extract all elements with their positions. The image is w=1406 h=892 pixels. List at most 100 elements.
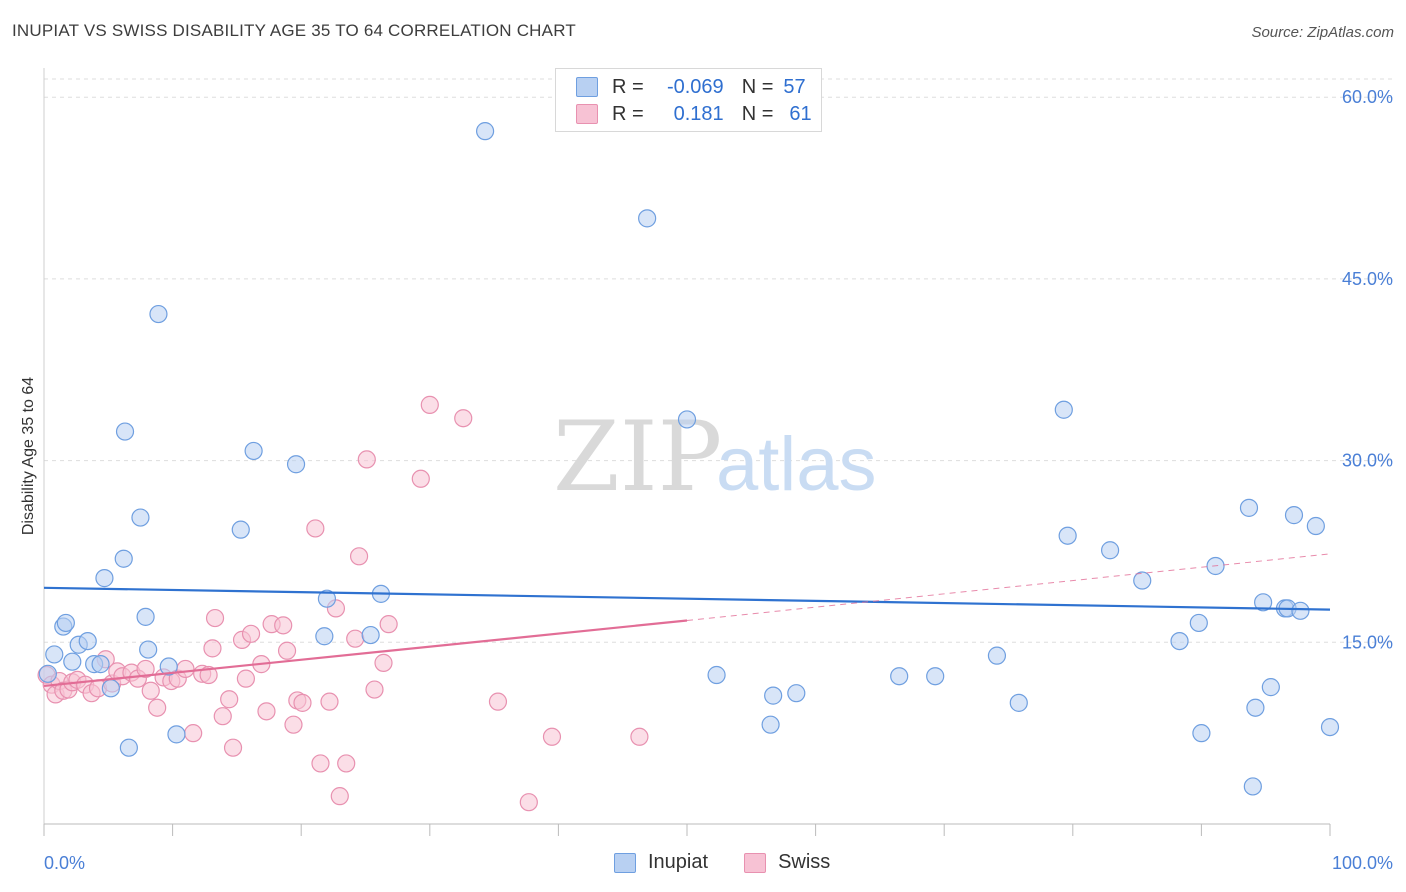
swiss-point <box>337 754 356 773</box>
legend-row-swiss: R = 0.181 N = 61 <box>576 102 812 126</box>
inupiat-point <box>139 640 158 659</box>
legend-n-value: 61 <box>789 102 812 125</box>
inupiat-point <box>115 422 135 441</box>
swiss-point <box>365 680 384 699</box>
inupiat-point <box>114 549 133 568</box>
trend-lines <box>43 553 1331 688</box>
bottom-legend: Inupiat Swiss <box>614 851 866 874</box>
inupiat-point <box>1254 593 1273 612</box>
bottom-legend-label: Inupiat <box>648 851 709 873</box>
inupiat-point <box>761 715 780 734</box>
inupiat-point <box>1170 631 1189 651</box>
inupiat-point <box>45 645 64 664</box>
inupiat-trend-line <box>43 586 1331 611</box>
inupiat-point <box>1100 541 1120 560</box>
swiss-point <box>241 624 261 643</box>
y-tick-label: 45.0% <box>1342 269 1393 289</box>
inupiat-point <box>890 667 909 686</box>
inupiat-point <box>1291 601 1310 620</box>
inupiat-point <box>149 304 168 324</box>
legend-n-label: N = <box>741 102 774 125</box>
axis-labels: 15.0% 30.0% 45.0% 60.0% 0.0% 100.0% Disability… <box>20 87 1393 873</box>
swiss-swatch <box>576 104 598 124</box>
inupiat-point <box>764 686 783 705</box>
legend-n-value: 57 <box>783 75 806 98</box>
inupiat-point <box>1261 678 1280 697</box>
inupiat-point <box>1243 777 1262 796</box>
inupiat-point <box>91 655 110 674</box>
swiss-point <box>411 469 430 488</box>
legend-n-label: N = <box>741 75 774 98</box>
swiss-point <box>488 692 508 711</box>
grid-lines <box>44 78 1394 643</box>
swiss-point <box>420 395 439 414</box>
inupiat-point <box>167 725 186 744</box>
swiss-point <box>257 702 276 721</box>
inupiat-point <box>317 589 337 608</box>
watermark-atlas: atlas <box>716 422 877 507</box>
swiss-point <box>199 665 218 685</box>
swiss-point <box>136 659 155 679</box>
swiss-point <box>542 727 562 746</box>
inupiat-point <box>56 613 75 633</box>
inupiat-point <box>1320 717 1340 737</box>
watermark-zip: ZIP <box>553 401 722 513</box>
inupiat-point <box>1192 724 1211 743</box>
axes <box>43 68 1331 836</box>
inupiat-points <box>38 122 1340 796</box>
inupiat-point <box>1009 693 1028 712</box>
source-label: Source: ZipAtlas.com <box>1251 24 1394 41</box>
inupiat-point <box>231 520 250 539</box>
legend-r-label: R = <box>612 75 644 98</box>
swiss-point <box>349 547 369 566</box>
inupiat-point <box>38 664 57 683</box>
inupiat-point <box>361 625 380 645</box>
swiss-point <box>293 693 312 712</box>
swiss-swatch <box>744 852 767 873</box>
inupiat-point <box>1306 516 1325 536</box>
legend-row-inupiat: R = -0.069 N = 57 <box>576 75 806 99</box>
inupiat-point <box>78 631 97 651</box>
swiss-point <box>205 608 225 628</box>
inupiat-point <box>677 410 697 429</box>
inupiat-point <box>926 667 945 686</box>
swiss-point <box>630 727 649 746</box>
swiss-point <box>330 787 349 806</box>
inupiat-point <box>1284 506 1304 525</box>
swiss-point <box>236 669 256 688</box>
swiss-point <box>519 793 538 812</box>
inupiat-point <box>1189 613 1208 633</box>
inupiat-point <box>1058 526 1077 545</box>
y-axis-label: Disability Age 35 to 64 <box>20 377 37 535</box>
bottom-legend-label: Swiss <box>778 851 831 873</box>
inupiat-point <box>707 665 726 685</box>
inupiat-point <box>63 652 82 671</box>
watermark: ZIP atlas <box>553 401 877 513</box>
swiss-point <box>320 692 339 711</box>
swiss-point <box>306 519 325 538</box>
swiss-point <box>274 616 293 635</box>
inupiat-point <box>638 209 657 228</box>
inupiat-point <box>159 657 178 676</box>
swiss-trend-line <box>43 619 688 688</box>
swiss-point <box>223 738 243 757</box>
inupiat-point <box>1239 498 1259 517</box>
inupiat-point <box>136 607 155 626</box>
inupiat-point <box>286 455 306 474</box>
x-tick-label: 100.0% <box>1332 853 1393 873</box>
swiss-point <box>374 653 393 672</box>
inupiat-swatch <box>614 852 636 873</box>
swiss-point <box>311 754 330 773</box>
swiss-point <box>277 641 297 660</box>
bottom-legend-swiss: Swiss <box>744 851 830 874</box>
swiss-point <box>184 724 203 743</box>
inupiat-point <box>244 441 263 461</box>
x-tick-label: 0.0% <box>44 853 85 873</box>
swiss-point <box>357 450 376 469</box>
inupiat-point <box>987 646 1007 665</box>
inupiat-point <box>1246 698 1265 717</box>
swiss-point <box>213 707 232 726</box>
swiss-point <box>379 615 398 634</box>
y-tick-label: 60.0% <box>1342 87 1393 107</box>
swiss-point <box>148 698 167 717</box>
